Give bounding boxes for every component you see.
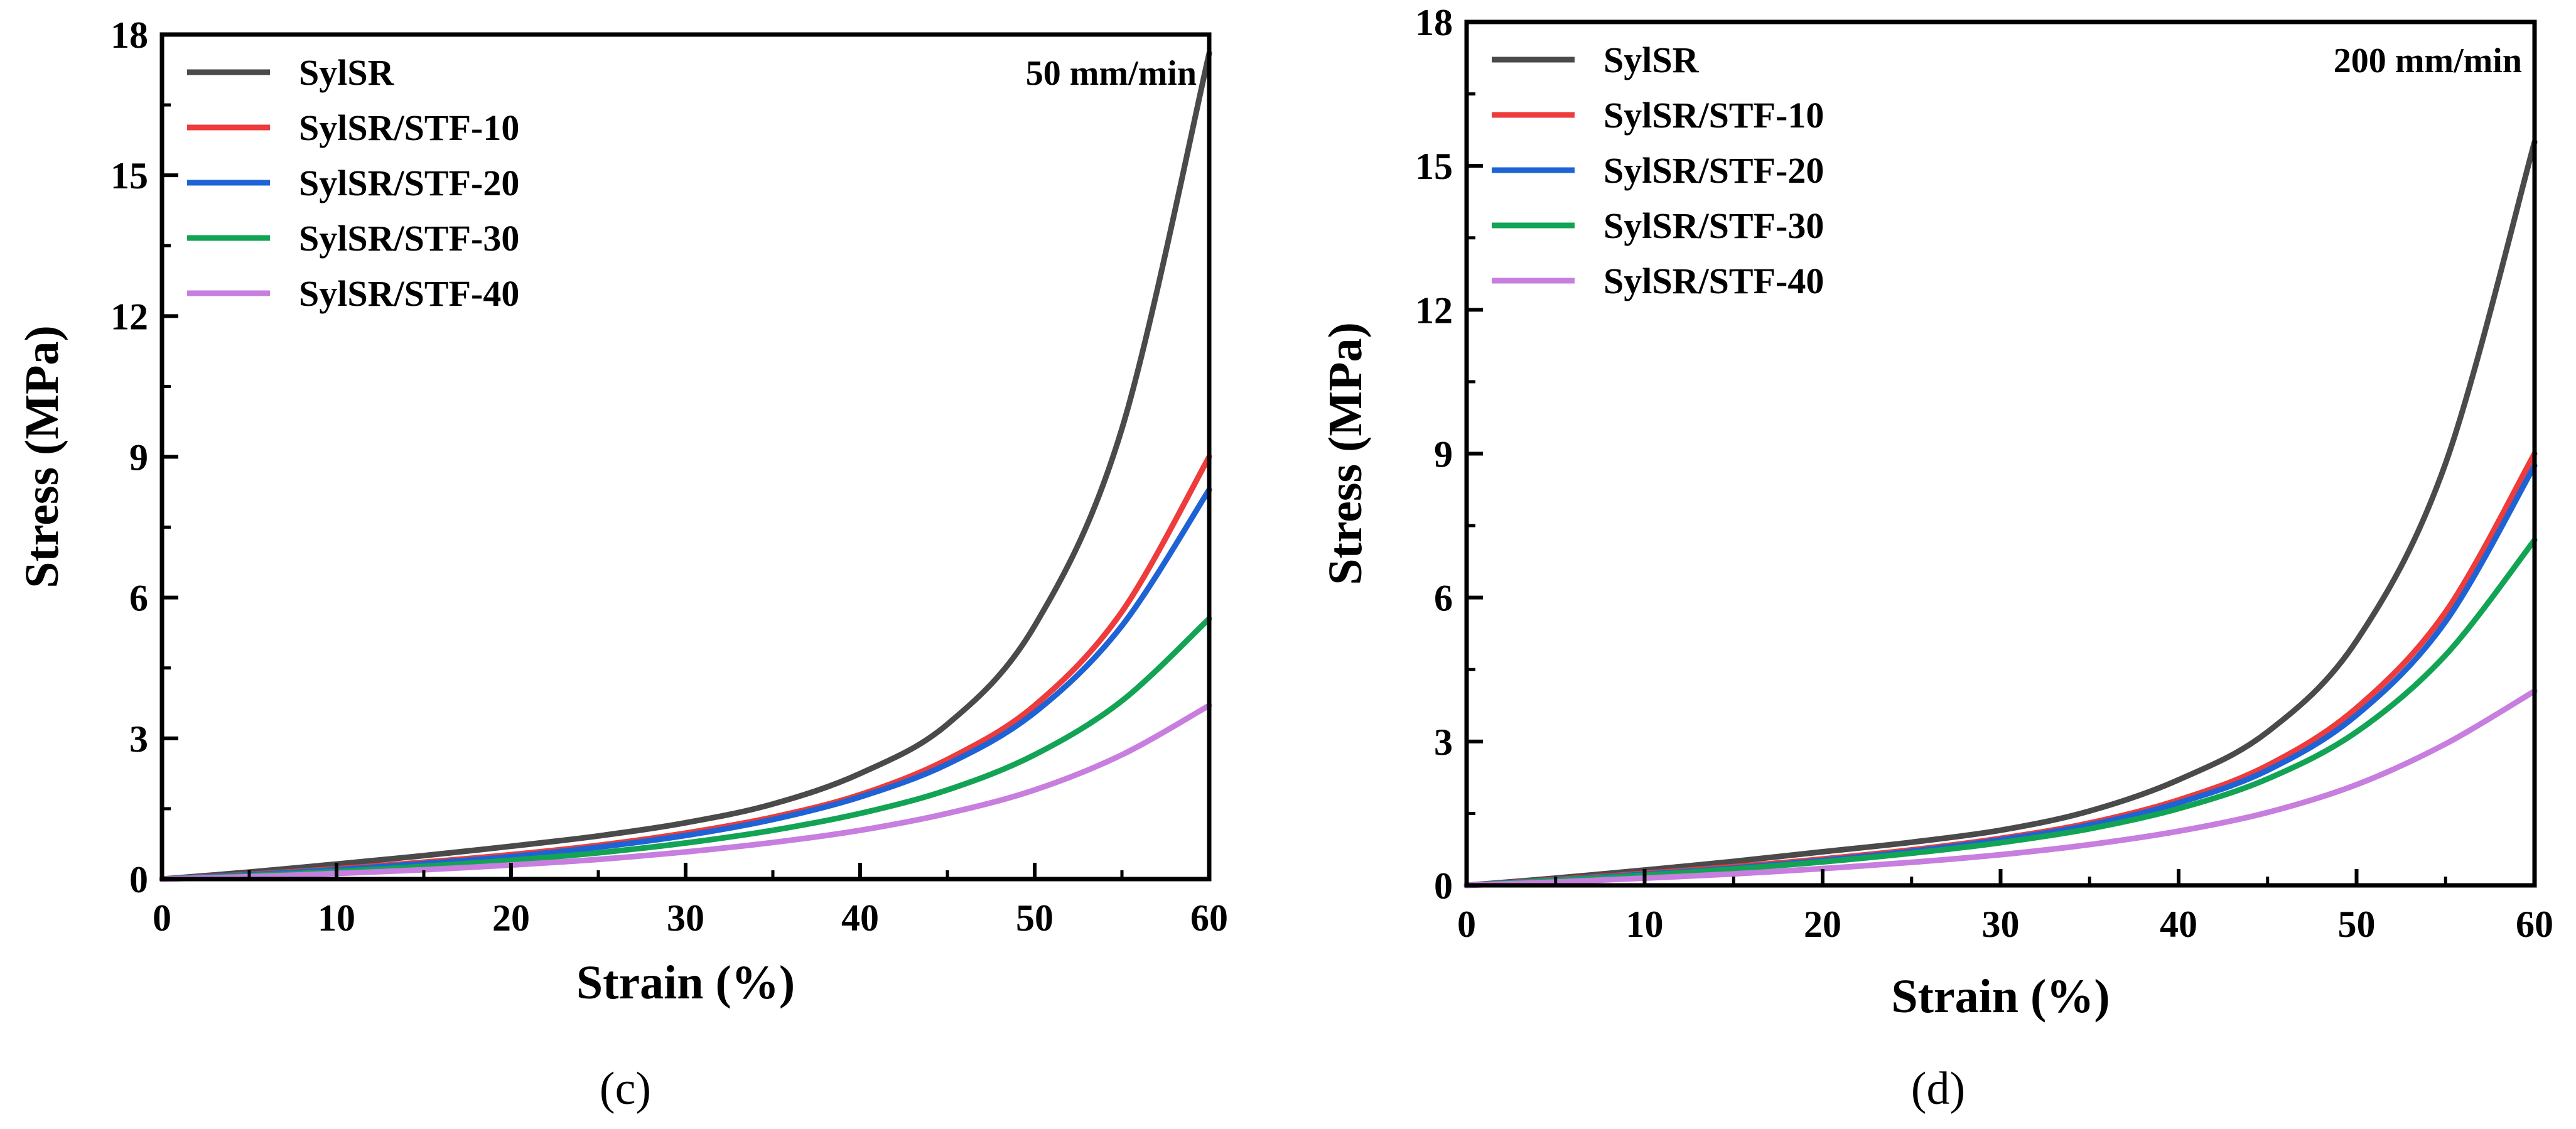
y-tick-label: 15 (110, 155, 148, 197)
y-tick-label: 9 (129, 437, 148, 478)
chart-panel-d: 0 10 20 30 40 50 60 0 3 6 9 12 15 18 Strain (%) Stress … (1319, 2, 2553, 1115)
x-tick-label: 20 (1804, 904, 1841, 945)
series-line-4 (159, 703, 1212, 882)
x-tick-label: 30 (1982, 904, 2020, 945)
legend-label: SylSR/STF-20 (299, 163, 519, 203)
legend-label: SylSR/STF-40 (299, 273, 519, 314)
y-axis-title: Stress (MPa) (1319, 322, 1372, 585)
legend-label: SylSR/STF-40 (1603, 261, 1824, 301)
panel-caption: (d) (1911, 1063, 1965, 1115)
rate-annotation: 50 mm/min (1026, 54, 1197, 93)
y-tick-label: 0 (129, 859, 148, 900)
x-tick-label: 0 (1457, 904, 1476, 945)
y-tick-label: 3 (129, 718, 148, 760)
series-line-1 (159, 454, 1212, 882)
rate-annotation: 200 mm/min (2334, 41, 2522, 80)
series-line-3 (1463, 537, 2538, 889)
x-tick-label: 50 (1016, 897, 1054, 939)
y-tick-label: 3 (1434, 721, 1453, 763)
x-tick-label: 50 (2338, 904, 2376, 945)
legend-label: SylSR/STF-10 (299, 107, 519, 148)
y-tick-label: 18 (110, 14, 148, 56)
x-tick-label: 10 (318, 897, 355, 939)
x-tick-label: 10 (1626, 904, 1664, 945)
x-tick-label: 30 (667, 897, 704, 939)
x-axis-title: Strain (%) (1891, 970, 2110, 1023)
y-tick-label: 6 (129, 578, 148, 619)
x-tick-label: 20 (492, 897, 530, 939)
legend-label: SylSR (1603, 40, 1700, 80)
legend: SylSR SylSR/STF-10 SylSR/STF-20 SylSR/STF-3… (1492, 40, 1824, 301)
y-axis-title: Stress (MPa) (16, 325, 68, 588)
chart-panel-c: 0 10 20 30 40 50 60 0 3 6 9 12 15 18 Strain (%) Stress … (16, 14, 1228, 1115)
y-tick-label: 12 (110, 296, 148, 337)
legend-label: SylSR (299, 52, 395, 93)
series-line-0 (1463, 139, 2538, 889)
y-tick-label: 6 (1434, 578, 1453, 619)
legend-label: SylSR/STF-10 (1603, 95, 1824, 136)
legend-label: SylSR/STF-20 (1603, 150, 1824, 191)
series-line-1 (1463, 451, 2538, 889)
series-line-3 (159, 615, 1212, 882)
plot-frame (159, 32, 1212, 882)
series-line-0 (159, 50, 1212, 882)
x-tick-label: 60 (2516, 904, 2553, 945)
y-tick-label: 0 (1434, 865, 1453, 907)
y-tick-label: 15 (1415, 146, 1453, 187)
x-tick-label: 40 (841, 897, 879, 939)
y-tick-label: 12 (1415, 289, 1453, 331)
series-line-2 (1463, 463, 2538, 889)
x-axis-title: Strain (%) (576, 956, 795, 1009)
panel-caption: (c) (600, 1063, 651, 1115)
y-tick-label: 18 (1415, 2, 1453, 43)
x-tick-label: 0 (153, 897, 171, 939)
legend: SylSR SylSR/STF-10 SylSR/STF-20 SylSR/STF-3… (187, 52, 519, 314)
legend-label: SylSR/STF-30 (1603, 205, 1824, 246)
x-tick-label: 40 (2160, 904, 2197, 945)
legend-label: SylSR/STF-30 (299, 218, 519, 259)
x-tick-label: 60 (1190, 897, 1228, 939)
y-tick-label: 9 (1434, 434, 1453, 475)
